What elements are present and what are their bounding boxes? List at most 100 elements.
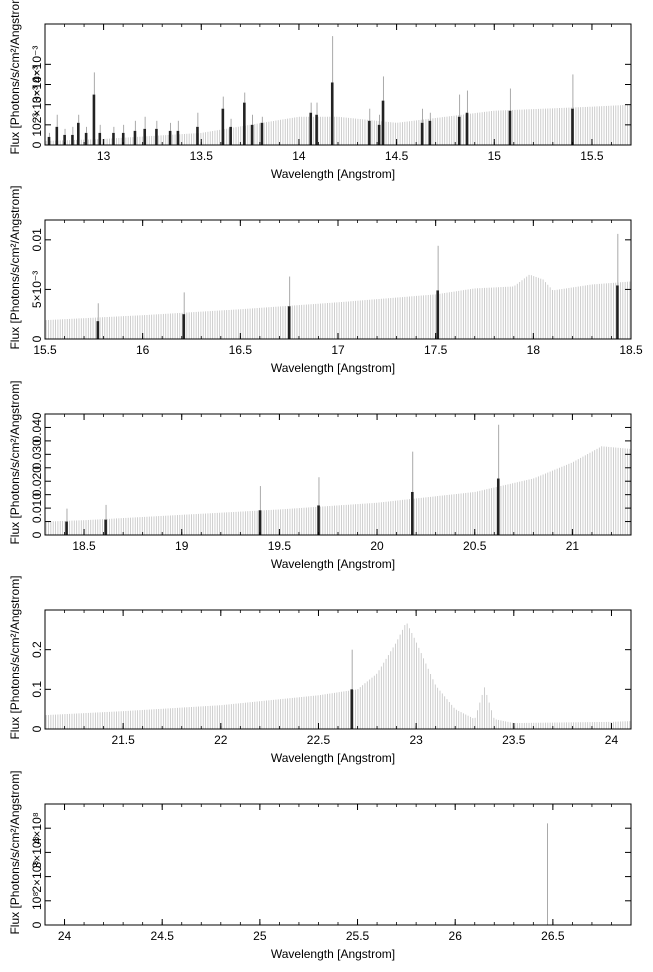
x-tick-label: 17 (331, 343, 345, 357)
x-tick-label: 18 (527, 343, 541, 357)
emission-line-bar (168, 130, 172, 145)
emission-line-bar (317, 505, 320, 535)
x-tick-label: 26.5 (541, 929, 565, 943)
y-tick-label: 0.2 (30, 641, 44, 658)
x-tick-label: 23.5 (502, 733, 526, 747)
x-tick-label: 19 (175, 539, 189, 553)
y-tick-label: 0 (30, 335, 44, 342)
y-tick-label: 0 (30, 725, 44, 732)
emission-line-bar (243, 102, 246, 145)
y-axis-label: Flux [Photons/s/cm²/Angstrom] (8, 0, 22, 155)
x-tick-label: 20.5 (463, 539, 487, 553)
x-axis-label: Wavelength [Angstrom] (271, 751, 395, 765)
y-tick-label: 2×10⁸ (30, 861, 44, 893)
y-tick-label: 0.010 (30, 493, 44, 523)
y-tick-label: 10⁸ (30, 892, 44, 910)
y-tick-label: 0 (30, 921, 44, 928)
emission-line-bar (77, 122, 80, 145)
y-tick-label: 0 (30, 141, 44, 148)
emission-line-bar (65, 521, 68, 535)
emission-line-bar (104, 519, 107, 535)
x-axis-label: Wavelength [Angstrom] (271, 167, 395, 181)
emission-line-bar (436, 290, 440, 339)
x-axis-label: Wavelength [Angstrom] (271, 361, 395, 375)
spectrum-panel-4: 21.5 22 22.5 23 23.5 24 0 0.1 0.2 Wavelength [Ang… (8, 575, 632, 765)
emission-line-bar (47, 136, 51, 145)
emission-line-bar (96, 321, 100, 339)
emission-line-bar (508, 110, 512, 145)
x-tick-label: 25.5 (346, 929, 370, 943)
emission-line-bar (420, 122, 424, 145)
emission-line-bar (411, 491, 414, 535)
x-tick-label: 25 (253, 929, 267, 943)
emission-line-bar (182, 314, 186, 339)
emission-line-bar (309, 112, 313, 145)
emission-line-bar (63, 134, 66, 145)
y-tick-label: 0.040 (30, 412, 44, 442)
emission-line-bar (196, 126, 199, 145)
x-tick-label: 26 (449, 929, 463, 943)
emission-line-bar (221, 108, 225, 145)
emission-line-bar (55, 126, 59, 145)
emission-line-bar (465, 112, 469, 145)
emission-line-bar (112, 132, 115, 145)
emission-line-bar (350, 689, 354, 729)
x-tick-label: 15.5 (33, 343, 57, 357)
emission-line-bar (377, 124, 381, 145)
emission-line-bar (98, 132, 102, 145)
x-tick-label: 14 (292, 149, 306, 163)
x-tick-label: 22.5 (307, 733, 331, 747)
y-tick-label: 2×10⁻³ (30, 86, 44, 123)
emission-line-bar (381, 100, 385, 145)
emission-line-bar (315, 114, 318, 145)
y-tick-label: 0.030 (30, 439, 44, 469)
y-axis-label: Flux [Photons/s/cm²/Angstrom] (8, 770, 22, 934)
emission-line-bar (143, 128, 147, 145)
x-tick-label: 18.5 (619, 343, 643, 357)
x-tick-label: 17.5 (424, 343, 448, 357)
y-axis-label: Flux [Photons/s/cm²/Angstrom] (8, 575, 22, 739)
x-tick-label: 23 (409, 733, 423, 747)
y-tick-label: 4×10⁻³ (30, 46, 44, 83)
emission-line-bar (571, 108, 574, 145)
x-tick-label: 15 (488, 149, 502, 163)
x-tick-label: 21.5 (111, 733, 135, 747)
y-tick-label: 0.020 (30, 466, 44, 496)
x-tick-label: 19.5 (268, 539, 292, 553)
y-tick-label: 0.01 (30, 228, 44, 252)
x-tick-label: 22 (214, 733, 228, 747)
x-tick-label: 24.5 (151, 929, 175, 943)
spectrum-panel-1: 13 13.5 14 14.5 15 15.5 0 10⁻³2×10⁻³3×10⁻³4×10⁻… (8, 0, 632, 181)
emission-line-bar (260, 122, 264, 145)
x-tick-label: 15.5 (580, 149, 604, 163)
emission-line-bar (428, 120, 432, 145)
plot-area (45, 36, 631, 145)
y-tick-label: 0.1 (30, 681, 44, 698)
y-tick-label: 0 (30, 531, 44, 538)
emission-line-bar (121, 132, 125, 145)
emission-line-bar (457, 116, 461, 145)
emission-line-bar (84, 132, 88, 145)
emission-line-bar (616, 285, 619, 339)
x-tick-label: 16.5 (229, 343, 253, 357)
x-axis-label: Wavelength [Angstrom] (271, 557, 395, 571)
y-axis-label: Flux [Photons/s/cm²/Angstrom] (8, 185, 22, 349)
x-tick-label: 14.5 (385, 149, 409, 163)
plot-area (45, 623, 631, 729)
y-tick-label: 3×10⁻³ (30, 66, 44, 103)
emission-line-bar (250, 124, 254, 145)
y-tick-label: 3×10⁸ (30, 836, 44, 868)
y-tick-label: 4×10⁸ (30, 812, 44, 844)
y-tick-label: 10⁻³ (30, 113, 44, 137)
y-axis-label: Flux [Photons/s/cm²/Angstrom] (8, 380, 22, 544)
x-tick-label: 13 (97, 149, 111, 163)
emission-line-bar (496, 478, 500, 535)
emission-line-bar (71, 134, 74, 145)
plot-area (45, 233, 631, 339)
emission-line-bar (133, 130, 137, 145)
x-tick-label: 16 (136, 343, 150, 357)
emission-line-bar (368, 120, 371, 145)
x-tick-label: 24 (58, 929, 72, 943)
